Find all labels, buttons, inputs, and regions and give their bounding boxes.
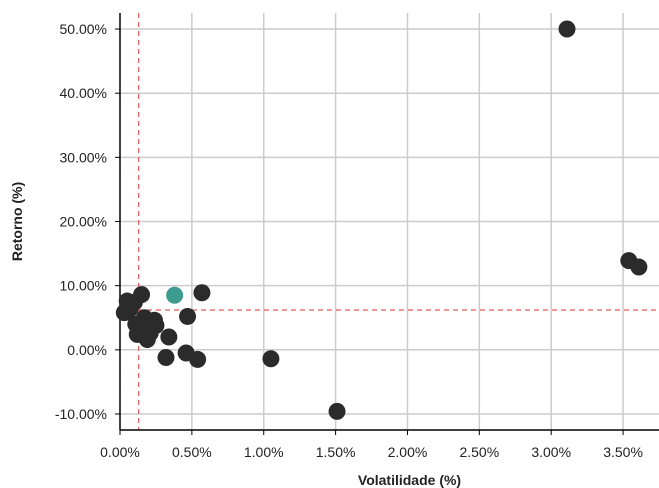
data-point [147,316,165,334]
y-axis-title: Retorno (%) [9,182,25,261]
x-tick-label: 3.00% [531,444,571,460]
data-point [630,258,648,276]
data-point [328,402,346,420]
x-tick-label: 3.50% [603,444,643,460]
y-tick-label: -10.00% [55,406,107,422]
x-tick-label: 2.50% [459,444,499,460]
y-tick-label: 10.00% [60,278,107,294]
grid-lines [120,13,659,430]
x-axis-title: Volatilidade (%) [358,472,461,488]
data-point [133,286,151,304]
data-point [157,349,175,367]
data-point [166,286,184,304]
y-tick-label: 40.00% [60,85,107,101]
y-tick-label: 20.00% [60,214,107,230]
data-point [160,328,178,346]
x-tick-label: 1.00% [244,444,284,460]
y-tick-label: 30.00% [60,149,107,165]
x-tick-label: 0.00% [100,444,140,460]
data-point [189,350,207,368]
data-points [115,20,648,420]
reference-lines [120,13,659,430]
x-tick-label: 1.50% [316,444,356,460]
y-tick-label: 0.00% [67,342,107,358]
y-tick-label: 50.00% [60,21,107,37]
data-point [179,307,197,325]
x-tick-label: 0.50% [172,444,212,460]
tick-labels: 0.00% 0.50% 1.00% 1.50% 2.00% 2.50% 3.00% 3.50%… [55,21,643,460]
data-point [193,284,211,302]
x-tick-label: 2.00% [388,444,428,460]
axes [115,13,659,435]
data-point [558,20,576,38]
data-point [262,350,280,368]
